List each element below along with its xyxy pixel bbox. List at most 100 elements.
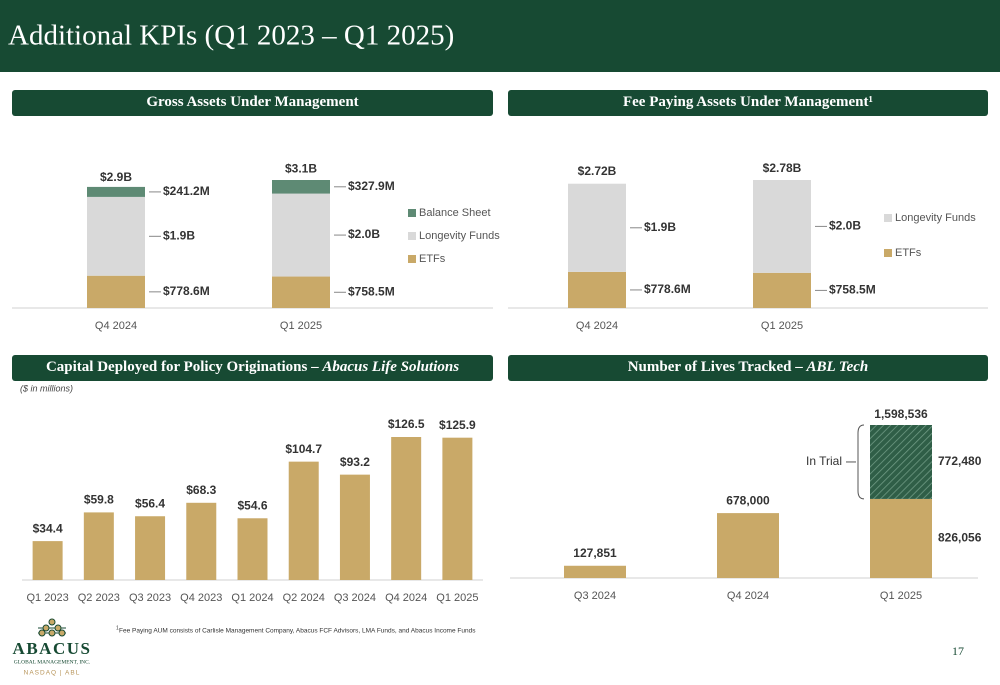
value-label: $2.72B bbox=[578, 164, 617, 178]
bar-segment bbox=[87, 186, 145, 197]
legend-swatch bbox=[408, 209, 416, 217]
title-band bbox=[0, 0, 1000, 72]
bar-segment bbox=[753, 180, 811, 273]
x-tick-label: Q1 2024 bbox=[231, 592, 273, 604]
panel-title: Fee Paying Assets Under Management¹ bbox=[623, 94, 873, 110]
footnote-mark: 1 bbox=[116, 625, 119, 631]
panel-header bbox=[508, 90, 988, 116]
bar-segment bbox=[272, 276, 330, 308]
bar bbox=[135, 516, 166, 580]
slide-title: Additional KPIs (Q1 2023 – Q1 2025) bbox=[8, 20, 454, 52]
value-label: $2.0B bbox=[829, 219, 861, 233]
value-label: $59.8 bbox=[84, 493, 114, 507]
x-tick-label: Q4 2024 bbox=[95, 320, 137, 332]
panel-title-italic: Abacus Life Solutions bbox=[321, 359, 459, 375]
value-label: $1.9B bbox=[163, 228, 195, 242]
x-tick-label: Q1 2025 bbox=[761, 320, 803, 332]
panel-title-text: Number of Lives Tracked – bbox=[628, 359, 807, 375]
x-tick-label: Q3 2023 bbox=[129, 592, 171, 604]
value-label: $34.4 bbox=[33, 521, 63, 535]
value-label: 826,056 bbox=[938, 531, 982, 545]
page-number: 17 bbox=[952, 644, 964, 658]
value-label: $778.6M bbox=[644, 282, 691, 296]
bar-segment bbox=[272, 193, 330, 277]
x-tick-label: Q4 2023 bbox=[180, 592, 222, 604]
logo-ticker: NASDAQ | ABL bbox=[24, 670, 81, 677]
legend-label: Longevity Funds bbox=[895, 212, 976, 224]
bar-segment bbox=[568, 183, 626, 272]
value-label: $778.6M bbox=[163, 284, 210, 298]
value-label: $1.9B bbox=[644, 220, 676, 234]
bar bbox=[339, 474, 370, 580]
logo-name: ABACUS bbox=[13, 639, 92, 658]
value-label: $56.4 bbox=[135, 496, 165, 510]
value-label: 772,480 bbox=[938, 454, 982, 468]
legend-swatch bbox=[884, 214, 892, 222]
value-label: $2.9B bbox=[100, 170, 132, 184]
x-tick-label: Q1 2025 bbox=[280, 320, 322, 332]
x-tick-label: Q4 2024 bbox=[727, 590, 769, 602]
panel-title: Number of Lives Tracked – ABL Tech bbox=[628, 359, 869, 375]
legend-label: ETFs bbox=[419, 253, 446, 265]
x-tick-label: Q1 2025 bbox=[436, 592, 478, 604]
value-label: $2.78B bbox=[763, 161, 802, 175]
bar bbox=[32, 541, 63, 580]
value-label: $327.9M bbox=[348, 179, 395, 193]
value-label: $758.5M bbox=[829, 283, 876, 297]
bar-segment bbox=[564, 565, 626, 578]
x-tick-label: Q3 2024 bbox=[334, 592, 376, 604]
bar bbox=[442, 437, 473, 580]
bar bbox=[186, 502, 217, 580]
panel-title: Capital Deployed for Policy Originations… bbox=[46, 359, 459, 375]
value-label: $126.5 bbox=[388, 417, 425, 431]
value-label: $68.3 bbox=[186, 483, 216, 497]
annotation: In Trial bbox=[806, 454, 842, 468]
bar-segment bbox=[87, 196, 145, 276]
legend-label: Balance Sheet bbox=[419, 207, 491, 219]
subtitle: ($ in millions) bbox=[20, 383, 73, 393]
panel-title: Gross Assets Under Management bbox=[146, 94, 358, 110]
footnote: Fee Paying AUM consists of Carlisle Mana… bbox=[119, 628, 476, 635]
logo-subtitle: GLOBAL MANAGEMENT, INC. bbox=[14, 659, 91, 665]
bar bbox=[288, 461, 319, 580]
x-tick-label: Q2 2023 bbox=[78, 592, 120, 604]
value-label: $758.5M bbox=[348, 284, 395, 298]
bar bbox=[391, 437, 422, 580]
x-tick-label: Q2 2024 bbox=[283, 592, 325, 604]
bar-segment bbox=[272, 180, 330, 194]
value-label: $2.0B bbox=[348, 227, 380, 241]
panel-header bbox=[508, 355, 988, 381]
legend-swatch bbox=[408, 255, 416, 263]
panel-header bbox=[12, 90, 493, 116]
bar-segment bbox=[568, 271, 626, 308]
value-label: $3.1B bbox=[285, 162, 317, 176]
panel-title-text: Fee Paying Assets Under Management¹ bbox=[623, 94, 873, 110]
bar bbox=[83, 512, 114, 580]
value-label: 678,000 bbox=[726, 493, 770, 507]
bar-segment bbox=[753, 272, 811, 308]
bar bbox=[237, 518, 268, 580]
x-tick-label: Q1 2025 bbox=[880, 590, 922, 602]
x-tick-label: Q3 2024 bbox=[574, 590, 616, 602]
value-label: $93.2 bbox=[340, 455, 370, 469]
legend-label: Longevity Funds bbox=[419, 230, 500, 242]
panel-header bbox=[12, 355, 493, 381]
bar-segment bbox=[717, 513, 779, 578]
value-label: 127,851 bbox=[573, 546, 617, 560]
value-label: $241.2M bbox=[163, 184, 210, 198]
legend-swatch bbox=[408, 232, 416, 240]
logo-icon bbox=[38, 618, 66, 637]
bar-segment bbox=[87, 275, 145, 308]
panel-title-text: Capital Deployed for Policy Originations… bbox=[46, 359, 322, 375]
x-tick-label: Q1 2023 bbox=[27, 592, 69, 604]
brace bbox=[857, 424, 865, 500]
value-label: $54.6 bbox=[237, 498, 267, 512]
panel-title-text: Gross Assets Under Management bbox=[146, 94, 358, 110]
value-label: $104.7 bbox=[285, 442, 322, 456]
bar-segment bbox=[870, 425, 932, 499]
legend-label: ETFs bbox=[895, 247, 922, 259]
x-tick-label: Q4 2024 bbox=[385, 592, 427, 604]
bar-segment bbox=[870, 498, 932, 578]
x-tick-label: Q4 2024 bbox=[576, 320, 618, 332]
